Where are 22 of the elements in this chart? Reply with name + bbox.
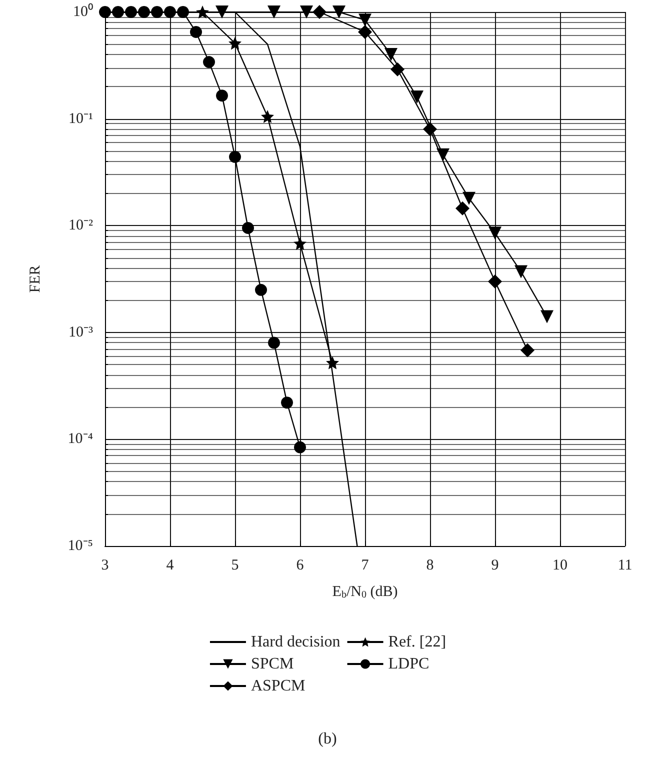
- legend-label: Ref. [22]: [388, 634, 446, 650]
- y-tick-label: 10⁻³: [68, 324, 94, 340]
- y-axis-title: FER: [28, 265, 44, 293]
- text: (b): [318, 730, 337, 748]
- y-tick-label: 10⁰: [73, 3, 93, 20]
- x-tick-label: 10: [552, 558, 568, 574]
- legend-label: SPCM: [250, 656, 294, 672]
- x-tick-label: 9: [491, 558, 499, 574]
- x-tick-label: 4: [166, 558, 174, 574]
- y-tick-label: 10⁻²: [68, 218, 94, 234]
- x-tick-label: 11: [618, 558, 632, 574]
- legend-label: LDPC: [388, 656, 430, 672]
- x-tick-label: 5: [231, 558, 239, 574]
- y-tick-label: 10⁻⁴: [68, 431, 93, 448]
- x-tick-label: 3: [101, 558, 109, 574]
- legend-label: Hard decision: [250, 634, 340, 650]
- x-tick-label: 6: [296, 558, 304, 574]
- x-tick-label: 7: [361, 558, 370, 574]
- y-tick-label: 10⁻⁵: [68, 538, 93, 554]
- y-tick-label: 10⁻¹: [68, 110, 93, 127]
- legend-label: ASPCM: [250, 678, 306, 694]
- x-tick-label: 8: [426, 558, 434, 574]
